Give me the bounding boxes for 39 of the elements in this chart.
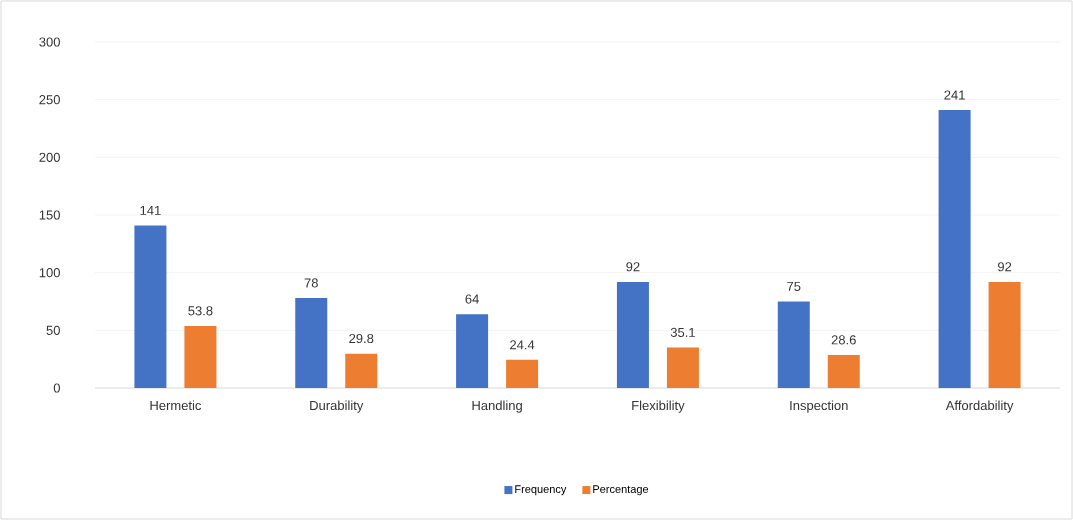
data-label: 53.8 — [188, 306, 213, 316]
bar — [456, 314, 489, 388]
x-tick-label: Flexibility — [632, 400, 685, 413]
data-label: 75 — [787, 281, 801, 291]
y-tick-label: 200 — [39, 152, 60, 162]
y-tick-label: 300 — [39, 37, 60, 47]
bar — [666, 347, 699, 388]
data-label: 64 — [465, 294, 479, 304]
bar — [938, 110, 971, 388]
bar — [506, 359, 539, 388]
data-label: 92 — [997, 262, 1012, 272]
data-label: 141 — [140, 205, 161, 215]
bar — [345, 353, 378, 388]
x-tick-label: Durability — [310, 400, 364, 413]
bar — [184, 325, 217, 388]
bar — [616, 281, 649, 388]
x-tick-label: Handling — [472, 400, 522, 413]
y-tick-label: 100 — [39, 268, 60, 278]
data-label: 24.4 — [510, 340, 535, 350]
data-label: 35.1 — [670, 327, 695, 337]
legend-label: Percentage — [593, 485, 649, 496]
data-label: 241 — [944, 90, 965, 100]
y-tick-label: 0 — [53, 383, 60, 393]
bar — [295, 298, 328, 388]
data-label: 78 — [304, 278, 318, 288]
bar — [827, 355, 860, 388]
y-tick-label: 50 — [46, 325, 60, 335]
x-tick-label: Affordability — [945, 400, 1014, 413]
data-label: 28.6 — [831, 335, 856, 345]
data-label: 29.8 — [349, 333, 374, 344]
bar — [134, 225, 167, 388]
bar — [777, 301, 810, 388]
x-tick-label: Inspection — [790, 400, 848, 413]
data-label: 92 — [626, 262, 640, 272]
x-tick-label: Hermetic — [150, 400, 202, 411]
legend-label: Frequency — [515, 485, 567, 496]
bar — [988, 281, 1021, 388]
y-tick-label: 150 — [39, 210, 60, 220]
y-tick-label: 250 — [39, 95, 60, 105]
